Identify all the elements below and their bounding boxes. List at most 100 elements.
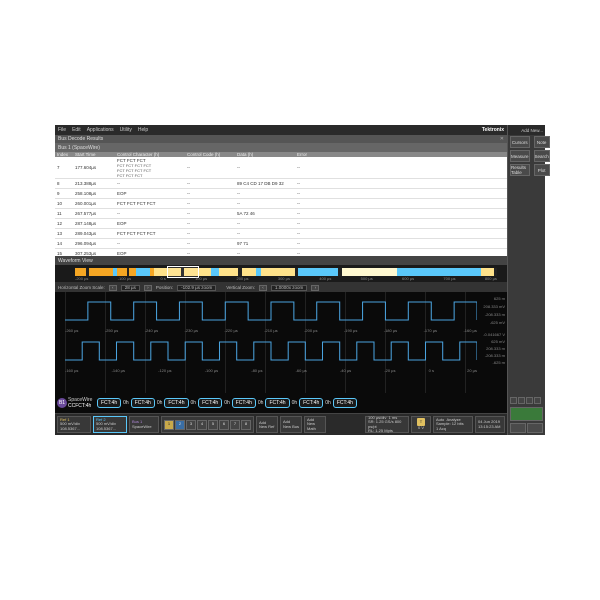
horiz-block[interactable]: 100 µs/div 1 ms SR: 1.25 GS/s 800 ps/pt … [365, 416, 409, 433]
menu-help[interactable]: Help [138, 127, 148, 133]
date-l2: 13:15:23 AM [478, 425, 502, 430]
add-math-label: Add New Math [307, 418, 323, 432]
close-icon[interactable]: ✕ [500, 136, 504, 142]
decode-token: FCT:4h [265, 398, 289, 408]
add-bus-block[interactable]: Add New Bus [280, 416, 302, 433]
add-new-label: Add New... [521, 128, 543, 133]
channel-button-7[interactable]: 7 [230, 420, 240, 430]
add-bus-label: Add New Bus [283, 420, 299, 429]
time-axis-1: -260 µs-250 µs-240 µs-230 µs-220 µs-210 … [65, 328, 477, 333]
table-row[interactable]: 11267.577µs----5A 72 46-- [55, 209, 507, 219]
vzoom-label: Vertical Zoom: [226, 285, 255, 290]
decode-table: Index Start Time Control Character (h) C… [55, 152, 507, 256]
hzoom-scale[interactable]: 28 µs [121, 285, 140, 291]
add-math-block[interactable]: Add New Math [304, 416, 326, 433]
waveform-area[interactable]: -260 µs-250 µs-240 µs-230 µs-220 µs-210 … [55, 292, 507, 413]
channel-1-wave [65, 296, 477, 326]
vzoom-dec-button[interactable]: ‹ [259, 285, 267, 291]
menu-utility[interactable]: Utility [120, 127, 132, 133]
run-button[interactable] [510, 407, 543, 421]
cursors-button[interactable]: Cursors [510, 136, 530, 148]
bus-decode-title: Bus Decode Results [58, 136, 103, 142]
ref1-l2: 108.5367... [60, 427, 88, 432]
clear-button[interactable] [510, 423, 526, 433]
vzoom-val[interactable]: 1.0000x zoom [271, 285, 307, 291]
decode-strip: B1 SpaceWire CCFCT:4h FCT:4h0hFCT:4h0hFC… [57, 395, 477, 411]
bus-subtitle: Bus 1 (SpaceWire) [58, 145, 100, 151]
bus1-block[interactable]: Bus 1 SpaceWire [129, 416, 159, 433]
channel-button-6[interactable]: 6 [219, 420, 229, 430]
side-panel: Add New... Cursors Note Measure Search R… [507, 125, 545, 435]
brand-logo: Tektronix [482, 127, 504, 133]
hzoom-label: Horizontal Zoom Scale: [58, 285, 105, 290]
acq-l3: 1 Acq [436, 427, 470, 432]
waveform-view-label: Waveform View [58, 258, 93, 264]
decode-token: FCT:4h [333, 398, 357, 408]
hzoom-dec-button[interactable]: ‹ [109, 285, 117, 291]
bottom-bar: Ref 1 500 mV/div 108.5367... Ref 2 500 m… [55, 413, 507, 435]
menubar: File Edit Applications Utility Help Tekt… [55, 125, 507, 135]
channel-button-2[interactable]: 2 [175, 420, 185, 430]
channel-button-1[interactable]: 1 [164, 420, 174, 430]
menu-applications[interactable]: Applications [87, 127, 114, 133]
trigger-block[interactable]: T 0 V [411, 416, 431, 433]
channel-button-8[interactable]: 8 [241, 420, 251, 430]
ref1-block[interactable]: Ref 1 500 mV/div 108.5367... [57, 416, 91, 433]
channel-2-wave [65, 336, 477, 366]
table-row[interactable]: 10260.001µsFCT FCT FCT FCT------ [55, 199, 507, 209]
redo-icon[interactable] [534, 397, 541, 404]
overview-segments [75, 268, 497, 276]
note-button[interactable]: Note [534, 136, 550, 148]
decode-token: FCT:4h [232, 398, 256, 408]
table-row[interactable]: 14296.094µs----97 71-- [55, 239, 507, 249]
add-ref-block[interactable]: Add New Ref [256, 416, 278, 433]
channel-button-4[interactable]: 4 [197, 420, 207, 430]
hzoom-pos-label: Position: [156, 285, 173, 290]
ref2-l2: 108.5367... [96, 427, 124, 432]
undo-icon[interactable] [526, 397, 533, 404]
time-axis-2: -160 µs-140 µs-120 µs-100 µs-80 µs-60 µs… [65, 368, 477, 373]
bus-subtitle-bar: Bus 1 (SpaceWire) [55, 144, 507, 152]
date-block: 04 Jun 2019 13:15:23 AM [475, 416, 505, 433]
overview-axis: -200 µs-100 µs0 s100 µs200 µs300 µs400 µ… [75, 276, 497, 281]
waveform-view-header: Waveform View [55, 256, 507, 265]
decode-hex-tokens: FCT:4h0hFCT:4h0hFCT:4h0hFCT:4h0hFCT:4h0h… [97, 398, 477, 408]
plot-button[interactable]: Plot [534, 164, 550, 176]
ref2-block[interactable]: Ref 2 500 mV/div 108.5367... [93, 416, 127, 433]
menu-file[interactable]: File [58, 127, 66, 133]
side-controls [508, 396, 545, 405]
measure-button[interactable]: Measure [510, 150, 530, 162]
hzoom-pos[interactable]: -102.9 µs zoom [177, 285, 216, 291]
oscilloscope-app: File Edit Applications Utility Help Tekt… [55, 125, 545, 435]
vzoom-inc-button[interactable]: › [311, 285, 319, 291]
table-row[interactable]: 8213.388µs----89 C4 CD 17 DB D9 32-- [55, 179, 507, 189]
decode-token: FCT:4h [198, 398, 222, 408]
table-row[interactable]: 7177.604µsFCT FCT FCTFCT FCT FCT FCTFCT … [55, 157, 507, 179]
table-row[interactable]: 12287.148µsEOP------ [55, 219, 507, 229]
autoset-button[interactable] [527, 423, 543, 433]
bus-decode-header: Bus Decode Results ✕ [55, 135, 507, 144]
table-row[interactable]: 13289.043µsFCT FCT FCT FCT------ [55, 229, 507, 239]
overview-strip[interactable]: -200 µs-100 µs0 s100 µs200 µs300 µs400 µ… [55, 265, 507, 283]
bus1-l1: SpaceWire [132, 425, 156, 430]
table-body: 7177.604µsFCT FCT FCTFCT FCT FCT FCTFCT … [55, 157, 507, 256]
horiz-l5: RL: 1.25 Mpts [368, 429, 406, 434]
decode-token: FCT:4h [299, 398, 323, 408]
hzoom-inc-button[interactable]: › [144, 285, 152, 291]
channel-buttons: 12345678 [161, 416, 254, 433]
results-table-button[interactable]: Results Table [510, 164, 530, 176]
channel-button-3[interactable]: 3 [186, 420, 196, 430]
table-row[interactable]: 15307.253µsEOP------ [55, 249, 507, 256]
search-button[interactable]: Search [534, 150, 550, 162]
bus-badge[interactable]: B1 [57, 398, 67, 408]
acq-block[interactable]: Auto Analyze Sample: 12 bits 1 Acq [433, 416, 473, 433]
zoom-bar: Horizontal Zoom Scale: ‹ 28 µs › Positio… [55, 283, 507, 292]
decode-token: FCT:4h [164, 398, 188, 408]
channel-button-5[interactable]: 5 [208, 420, 218, 430]
table-row[interactable]: 9258.108µsEOP------ [55, 189, 507, 199]
zoom-out-icon[interactable] [518, 397, 525, 404]
menu-edit[interactable]: Edit [72, 127, 81, 133]
zoom-in-icon[interactable] [510, 397, 517, 404]
add-ref-label: Add New Ref [259, 421, 275, 429]
main-area: File Edit Applications Utility Help Tekt… [55, 125, 507, 435]
